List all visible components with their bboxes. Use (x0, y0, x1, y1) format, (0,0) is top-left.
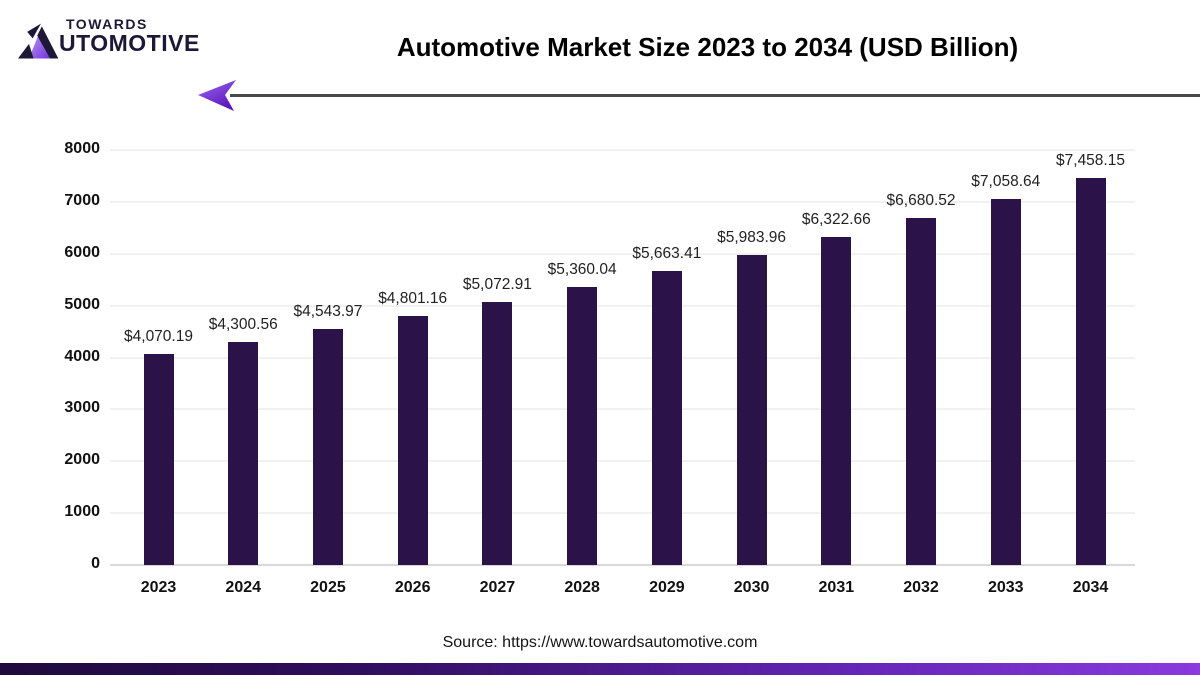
y-axis-tick-7000: 7000 (64, 191, 100, 209)
bar-value-label-2034: $7,458.15 (1056, 152, 1125, 170)
gridline-4000 (110, 356, 1135, 359)
bar-2031 (821, 237, 852, 565)
y-axis-tick-3000: 3000 (64, 399, 100, 417)
logo-towards-text: TOWARDS (66, 16, 148, 32)
x-axis-label-2024: 2024 (225, 579, 262, 596)
page-title: Automotive Market Size 2023 to 2034 (USD… (396, 32, 1019, 62)
source-text: Source: https://www.towardsautomotive.co… (442, 634, 758, 651)
y-axis-tick-0: 0 (91, 555, 100, 572)
divider-line (230, 94, 1200, 97)
bar-value-label-2032: $6,680.52 (886, 192, 956, 210)
bar-2034 (1075, 178, 1106, 565)
x-axis-label-2032: 2032 (903, 579, 939, 596)
bar-value-label-2025: $4,543.97 (293, 303, 363, 321)
bar-2029 (651, 271, 682, 565)
logo-automotive-text: UTOMOTIVE (59, 30, 200, 56)
bar-value-label-2029: $5,663.41 (632, 245, 702, 263)
y-axis-tick-5000: 5000 (64, 295, 100, 313)
bar-value-label-2028: $5,360.04 (547, 260, 617, 278)
y-axis-tick-4000: 4000 (64, 347, 100, 365)
gridline-7000 (110, 200, 1135, 203)
left-arrow-icon (198, 80, 236, 111)
x-axis-line (110, 564, 1135, 566)
bar-2024 (228, 341, 259, 565)
gridline-2000 (110, 460, 1135, 463)
x-axis-label-2025: 2025 (310, 579, 346, 596)
bar-value-label-2030: $5,983.96 (717, 228, 787, 246)
y-axis-tick-6000: 6000 (64, 243, 100, 261)
bar-value-label-2024: $4,300.56 (208, 315, 278, 333)
gridline-6000 (110, 252, 1135, 255)
x-axis-label-2028: 2028 (564, 579, 600, 596)
y-axis-tick-8000: 8000 (64, 140, 100, 157)
footer-accent-bar (0, 663, 1200, 675)
x-axis-label-2023: 2023 (140, 579, 177, 596)
x-axis-label-2027: 2027 (479, 579, 516, 596)
plot-area: 0 1000 2000 3000 4000 5000 6000 7000 8000 $4,070.… (64, 140, 1135, 596)
gridline-8000 (110, 149, 1135, 151)
bar-value-label-2033: $7,058.64 (971, 172, 1041, 190)
gridline-1000 (110, 512, 1135, 515)
x-axis-label-2030: 2030 (733, 579, 770, 596)
bar-value-label-2026: $4,801.16 (378, 289, 448, 307)
x-axis-label-2033: 2033 (987, 579, 1024, 596)
bar-2032 (906, 218, 937, 565)
y-axis-tick-1000: 1000 (64, 503, 100, 521)
bar-2027 (482, 301, 513, 565)
y-axis-tick-2000: 2000 (64, 451, 100, 469)
bar-2033 (990, 198, 1021, 565)
gridline-5000 (110, 304, 1135, 307)
gridline-3000 (110, 408, 1135, 411)
bar-value-label-2023: $4,070.19 (124, 327, 193, 345)
x-axis-label-2034: 2034 (1072, 579, 1109, 596)
logo: TOWARDS UTOMOTIVE (18, 14, 248, 70)
bar-2028 (567, 286, 598, 565)
bar-2025 (312, 329, 343, 565)
x-axis-label-2031: 2031 (818, 579, 855, 596)
bar-2023 (143, 353, 174, 565)
bar-value-label-2027: $5,072.91 (462, 275, 532, 293)
logo-a-icon (18, 23, 59, 59)
x-axis-label-2026: 2026 (394, 579, 431, 596)
bar-value-label-2031: $6,322.66 (801, 211, 871, 229)
bar-2030 (736, 254, 767, 565)
x-axis-label-2029: 2029 (649, 579, 685, 596)
bar-2026 (397, 315, 428, 565)
